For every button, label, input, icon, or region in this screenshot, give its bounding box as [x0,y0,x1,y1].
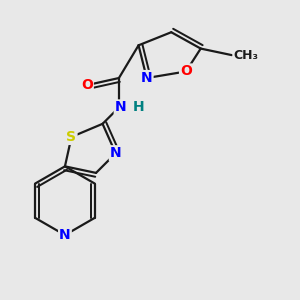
Text: N: N [110,146,122,160]
Text: O: O [81,78,93,92]
Text: N: N [59,228,71,242]
Text: S: S [67,130,76,144]
Text: N: N [141,71,152,85]
Text: CH₃: CH₃ [233,49,258,62]
Text: N: N [115,100,126,115]
Text: O: O [180,64,192,79]
Text: H: H [133,100,144,115]
